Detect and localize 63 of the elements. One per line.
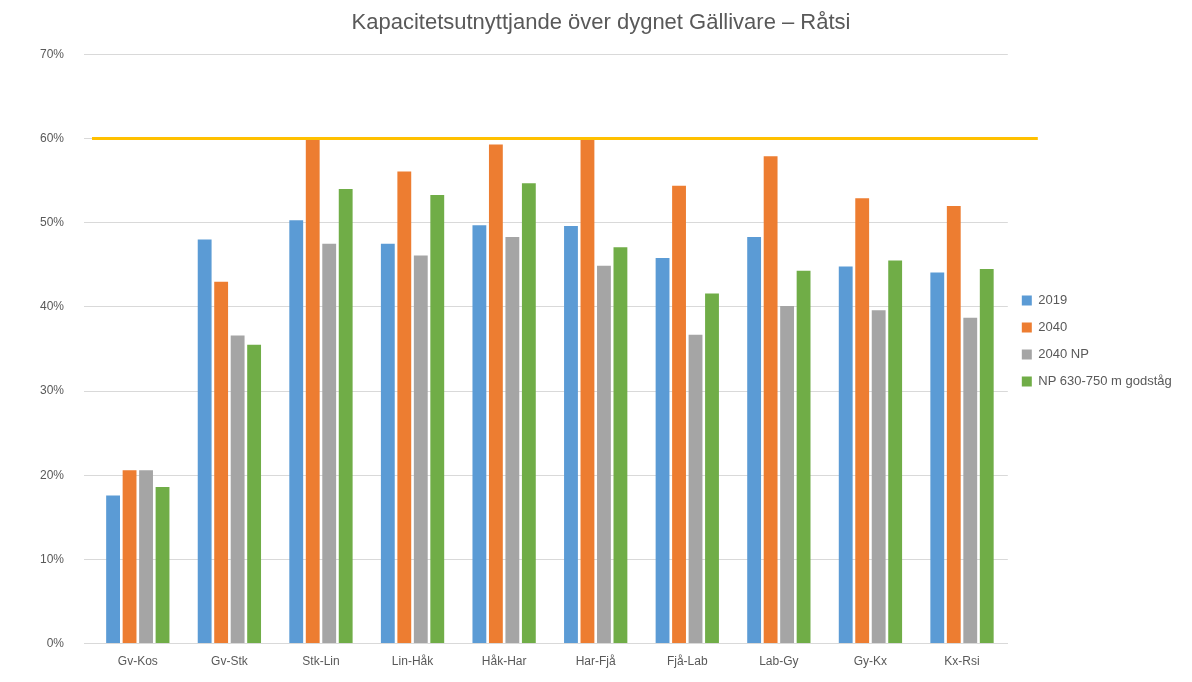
y-tick-label: 40% xyxy=(39,299,65,314)
x-tick-label: Kx-Rsi xyxy=(944,654,980,669)
bar xyxy=(963,317,978,644)
bar xyxy=(672,185,686,644)
bar xyxy=(705,293,719,644)
bar xyxy=(564,226,578,644)
bar xyxy=(747,237,762,644)
bar xyxy=(838,266,853,644)
x-tick-label: Gv-Kos xyxy=(117,654,158,669)
bar xyxy=(946,205,961,644)
bar xyxy=(580,139,595,644)
y-tick-label: 50% xyxy=(39,215,65,230)
bar xyxy=(688,334,703,644)
legend-label: 2040 NP xyxy=(1038,346,1089,362)
bar xyxy=(796,270,811,644)
x-tick-label: Gv-Stk xyxy=(211,654,249,669)
y-tick-label: 10% xyxy=(39,551,65,566)
y-tick-label: 0% xyxy=(46,635,65,650)
chart-title: Kapacitetsutnyttjande över dygnet Gällivare – Råtsi xyxy=(351,9,851,35)
bar xyxy=(597,265,611,644)
legend-label: 2019 xyxy=(1038,292,1068,308)
bar xyxy=(322,243,337,644)
bar xyxy=(930,272,945,644)
legend-label: NP 630-750 m godståg xyxy=(1038,373,1172,389)
x-tick-label: Stk-Lin xyxy=(302,654,340,669)
y-tick-label: 20% xyxy=(39,467,65,482)
bar xyxy=(472,225,487,644)
bar xyxy=(780,306,795,644)
bar xyxy=(613,247,628,644)
bar xyxy=(655,258,670,644)
legend-label: 2040 xyxy=(1038,319,1068,335)
x-tick-label: Lab-Gy xyxy=(759,654,799,669)
bar xyxy=(888,260,903,644)
y-tick-label: 30% xyxy=(39,383,65,398)
x-tick-label: Har-Fjå xyxy=(575,654,617,669)
bar xyxy=(230,335,245,644)
x-tick-label: Gy-Kx xyxy=(853,654,888,669)
x-tick-label: Fjå-Lab xyxy=(666,654,708,669)
bar xyxy=(505,237,520,644)
bar xyxy=(380,243,395,644)
bar xyxy=(855,198,870,644)
bar xyxy=(338,189,353,644)
bar xyxy=(305,139,320,644)
bar xyxy=(122,470,137,644)
x-tick-label: Lin-Håk xyxy=(391,654,435,669)
bar xyxy=(979,269,994,644)
bar xyxy=(247,344,262,644)
bar xyxy=(289,220,304,644)
bar xyxy=(488,144,503,644)
bar xyxy=(106,495,120,644)
bar xyxy=(763,156,778,644)
bar xyxy=(155,487,170,644)
bar xyxy=(214,281,229,644)
x-tick-label: Håk-Har xyxy=(481,654,527,669)
bar xyxy=(521,183,536,644)
y-tick-label: 60% xyxy=(39,130,65,145)
bar xyxy=(413,255,428,644)
y-tick-label: 70% xyxy=(39,46,65,61)
bar xyxy=(397,171,412,644)
bar xyxy=(139,470,153,644)
bar xyxy=(430,194,445,644)
bar xyxy=(871,310,886,644)
bar xyxy=(197,239,212,644)
